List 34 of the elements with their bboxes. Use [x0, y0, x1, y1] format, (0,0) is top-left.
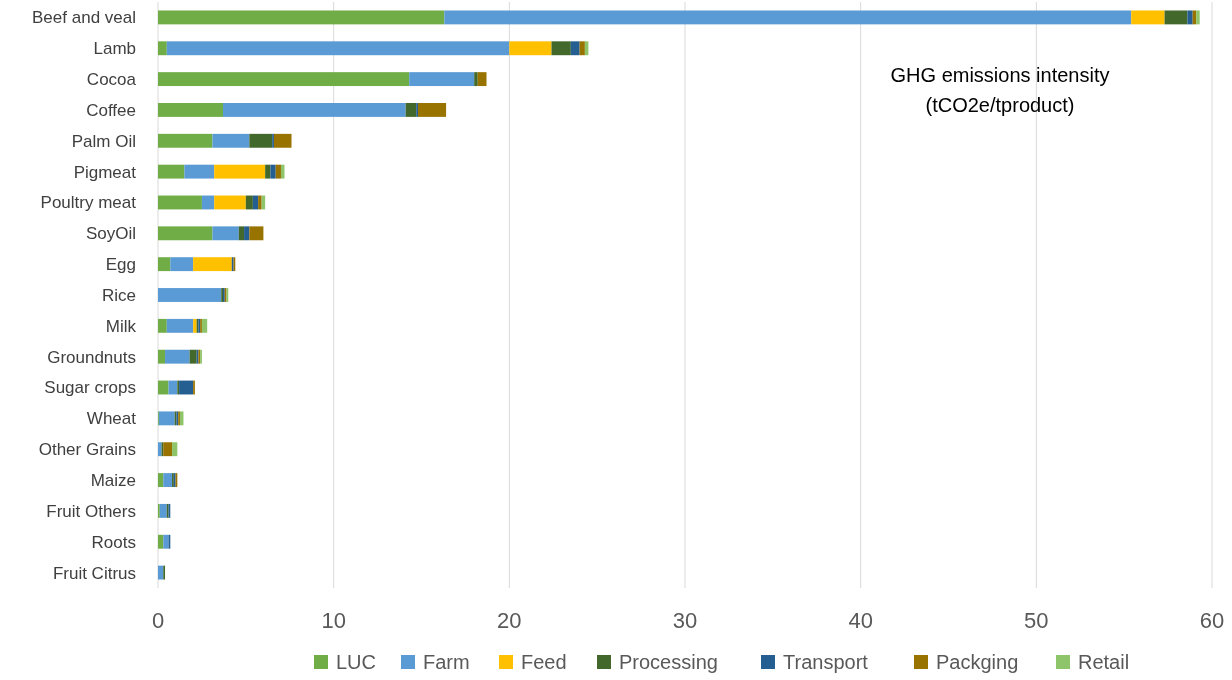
legend-label: Transport — [783, 651, 869, 673]
y-tick-label: Beef and veal — [32, 8, 136, 28]
y-tick-label: Poultry meat — [40, 193, 137, 213]
y-tick-label: Wheat — [86, 409, 137, 429]
x-tick-label: 50 — [1024, 608, 1049, 633]
legend-label: Farm — [423, 651, 470, 673]
x-tick-label: 0 — [151, 608, 165, 633]
y-tick-label: Maize — [90, 471, 136, 490]
y-tick-label: Egg — [105, 255, 136, 275]
x-tick-label: 40 — [848, 608, 873, 633]
y-tick-label: Other Grains — [38, 440, 136, 460]
legend-label: Retail — [1078, 651, 1130, 673]
y-tick-label: Fruit Citrus — [52, 563, 136, 583]
annotation: GHG emissions intensity (tCO2e/tproduct) — [890, 64, 1110, 116]
x-tick-label: 10 — [321, 608, 346, 633]
legend-label: Processing — [619, 651, 718, 673]
y-tick-label: Fruit Others — [46, 501, 136, 521]
y-tick-label: Cocoa — [86, 70, 137, 90]
legend-label: Feed — [521, 651, 567, 673]
y-tick-label: SoyOil — [85, 224, 136, 244]
y-tick-label: Sugar crops — [44, 378, 136, 398]
y-tick-label: Pigmeat — [73, 162, 137, 182]
y-tick-label: Lamb — [93, 39, 136, 59]
y-tick-label: Rice — [101, 285, 136, 305]
y-tick-label: Groundnuts — [47, 347, 136, 367]
legend-label: Packging — [936, 651, 1019, 673]
y-tick-label: Milk — [105, 316, 137, 336]
y-tick-label: Palm Oil — [71, 131, 136, 151]
legend-label: LUC — [336, 651, 377, 673]
x-tick-label: 60 — [1199, 608, 1225, 633]
y-tick-label: Roots — [91, 532, 136, 552]
x-tick-label: 20 — [497, 608, 522, 633]
y-tick-label: Coffee — [86, 100, 136, 120]
x-tick-label: 30 — [672, 608, 698, 633]
